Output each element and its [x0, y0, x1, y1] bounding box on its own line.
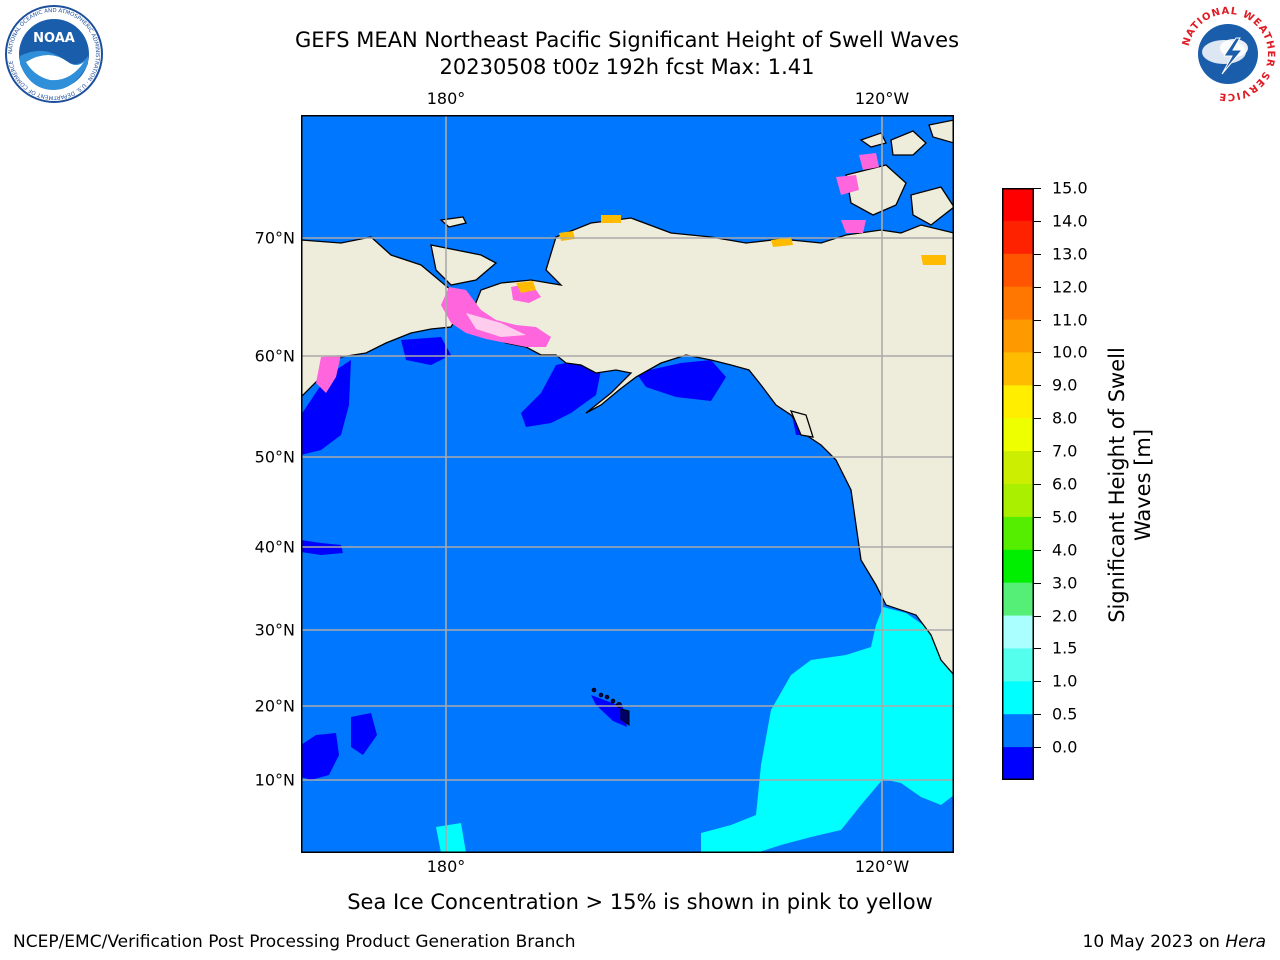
lon-label-bottom-120w: 120°W [854, 857, 910, 876]
mid-swell-areas [436, 607, 954, 853]
colorbar-tick-label: 7.0 [1052, 441, 1078, 461]
colorbar-tick [1034, 615, 1041, 617]
colorbar-tick-label: 13.0 [1052, 244, 1088, 264]
colorbar-segment [1002, 319, 1034, 353]
lon-label-bottom-180: 180° [426, 857, 466, 876]
colorbar-tick [1034, 549, 1041, 551]
colorbar-segment [1002, 648, 1034, 682]
colorbar-segment [1002, 188, 1034, 222]
colorbar-label-line1: Significant Height of Swell [1105, 347, 1129, 623]
colorbar-label-line2: Waves [m] [1131, 428, 1155, 542]
chart-title: GEFS MEAN Northeast Pacific Significant … [294, 28, 960, 52]
colorbar-tick [1034, 352, 1041, 354]
colorbar [1002, 188, 1034, 780]
lat-label-10n: 10°N [254, 770, 295, 790]
footer-credit: NCEP/EMC/Verification Post Processing Pr… [13, 932, 576, 952]
colorbar-segment [1002, 220, 1034, 255]
colorbar-tick-label: 12.0 [1052, 277, 1088, 297]
noaa-text: NOAA [33, 31, 75, 46]
colorbar-tick [1034, 286, 1041, 288]
graticule [301, 115, 954, 853]
chart-subtitle: 20230508 t00z 192h fcst Max: 1.41 [439, 55, 815, 79]
colorbar-tick-label: 9.0 [1052, 375, 1078, 395]
colorbar-tick [1034, 385, 1041, 387]
lat-label-20n: 20°N [254, 696, 295, 716]
colorbar-tick [1034, 188, 1041, 189]
nws-logo: NATIONAL WEATHER SERVICE [1180, 6, 1276, 102]
colorbar-segment [1002, 484, 1034, 518]
lat-label-50n: 50°N [254, 447, 295, 467]
colorbar-tick-label: 10.0 [1052, 342, 1088, 362]
colorbar-segment [1002, 582, 1034, 617]
colorbar-tick-label: 1.0 [1052, 671, 1078, 691]
colorbar-tick [1034, 484, 1041, 485]
low-swell-areas [301, 337, 811, 780]
footer-date-text: 10 May 2023 on [1082, 932, 1226, 952]
lat-label-60n: 60°N [254, 346, 295, 366]
lon-label-top-180: 180° [426, 89, 466, 108]
lat-label-40n: 40°N [254, 537, 295, 557]
colorbar-segment [1002, 549, 1034, 584]
colorbar-tick [1034, 648, 1041, 650]
colorbar-label: Significant Height of Swell Waves [m] [1104, 347, 1156, 623]
colorbar-segment [1002, 714, 1034, 748]
colorbar-tick-label: 8.0 [1052, 408, 1078, 428]
sea-ice-note: Sea Ice Concentration > 15% is shown in … [347, 890, 933, 914]
colorbar-tick [1034, 319, 1041, 321]
colorbar-tick-label: 14.0 [1052, 211, 1088, 231]
noaa-logo: NATIONAL OCEANIC AND ATMOSPHERIC ADMINIS… [5, 5, 103, 103]
colorbar-tick [1034, 582, 1041, 584]
colorbar-segment [1002, 451, 1034, 485]
footer-host: Hera [1225, 932, 1266, 952]
colorbar-segment [1002, 352, 1034, 386]
colorbar-tick-label: 6.0 [1052, 474, 1078, 494]
colorbar-tick-label: 15.0 [1052, 178, 1088, 198]
lat-label-30n: 30°N [254, 620, 295, 640]
colorbar-tick [1034, 253, 1041, 255]
colorbar-segment [1002, 418, 1034, 452]
colorbar-tick [1034, 714, 1041, 716]
colorbar-segment [1002, 615, 1034, 649]
colorbar-tick-label: 5.0 [1052, 507, 1078, 527]
colorbar-tick-label: 4.0 [1052, 540, 1078, 560]
lat-label-70n: 70°N [254, 228, 295, 248]
colorbar-tick [1034, 220, 1041, 222]
colorbar-segment [1002, 681, 1034, 715]
colorbar-tick [1034, 681, 1041, 683]
colorbar-tick-label: 0.0 [1052, 737, 1078, 757]
colorbar-tick [1034, 516, 1041, 518]
colorbar-segment [1002, 385, 1034, 419]
colorbar-tick [1034, 451, 1041, 453]
colorbar-segment [1002, 286, 1034, 321]
colorbar-tick-label: 2.0 [1052, 606, 1078, 626]
colorbar-segment [1002, 253, 1034, 288]
footer-date: 10 May 2023 on Hera [1083, 932, 1267, 952]
colorbar-tick-label: 3.0 [1052, 573, 1078, 593]
colorbar-segment [1002, 747, 1034, 780]
colorbar-segment [1002, 516, 1034, 551]
map-frame [301, 115, 954, 853]
sea-ice [316, 153, 946, 393]
map-panel [301, 115, 954, 853]
colorbar-tick [1034, 418, 1041, 420]
colorbar-tick-label: 0.5 [1052, 704, 1078, 724]
colorbar-tick-label: 1.5 [1052, 638, 1078, 658]
lon-label-top-120w: 120°W [854, 89, 910, 108]
colorbar-tick [1034, 747, 1041, 749]
colorbar-tick-label: 11.0 [1052, 310, 1088, 330]
